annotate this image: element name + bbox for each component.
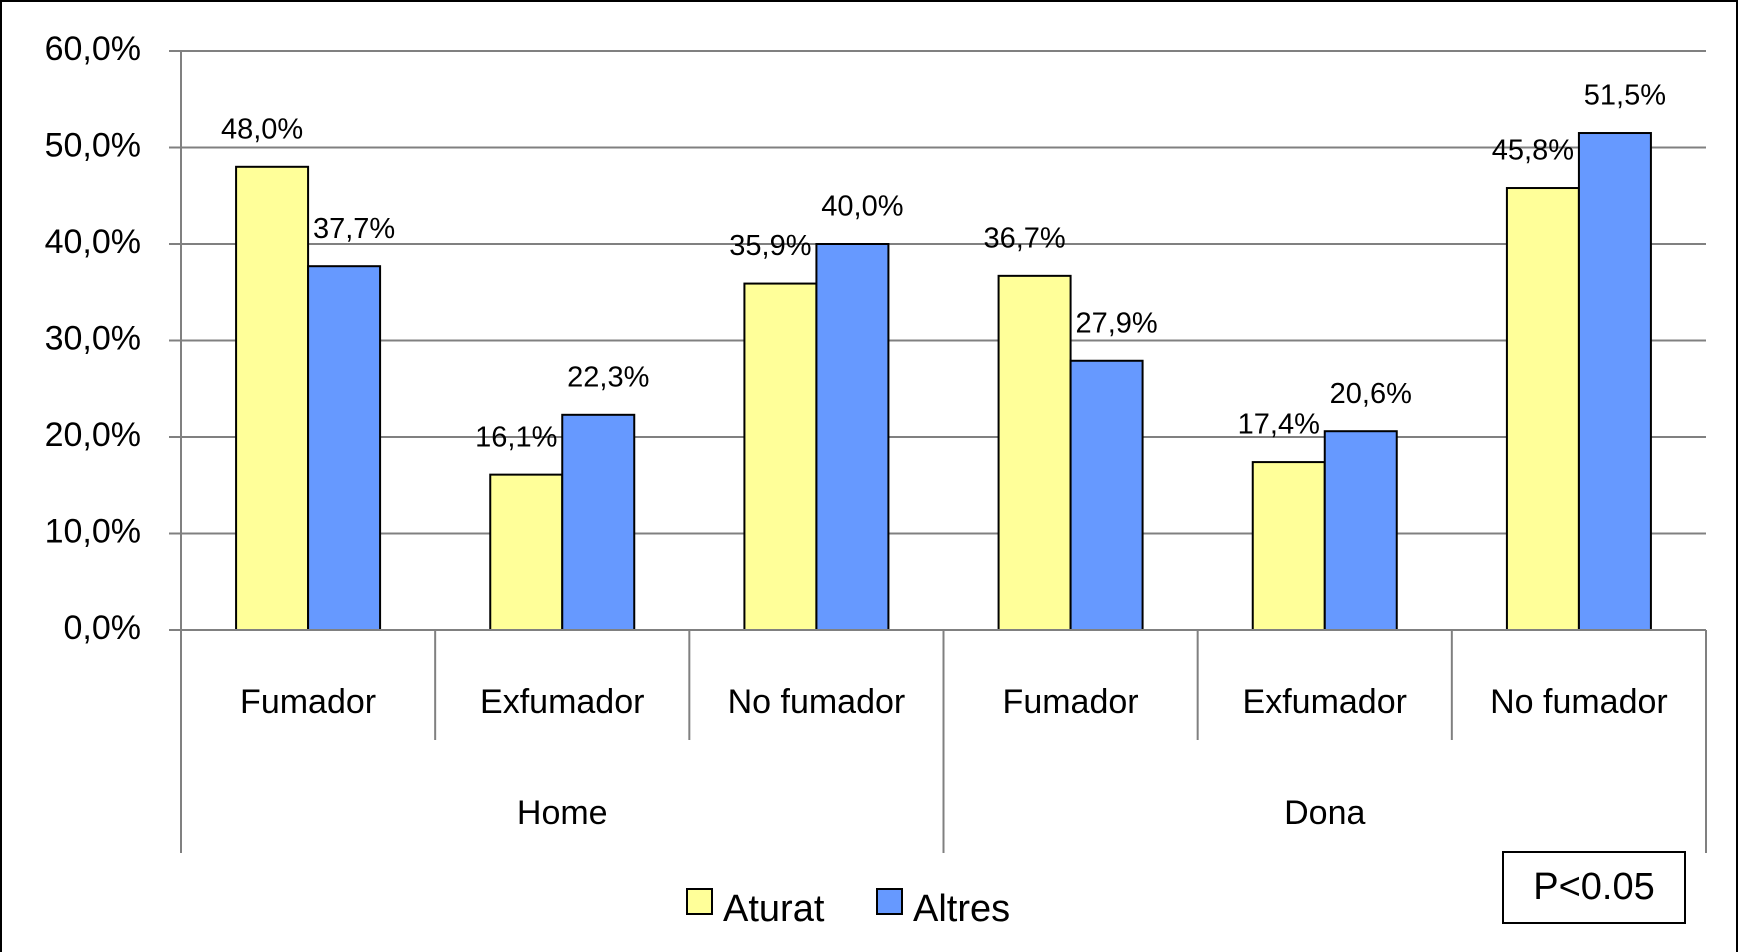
value-label: 51,5% xyxy=(1584,80,1666,112)
bar xyxy=(1251,461,1326,631)
legend-swatch xyxy=(686,888,713,915)
legend-label: Altres xyxy=(913,888,1010,930)
group-label: Home xyxy=(517,794,608,832)
value-label: 36,7% xyxy=(983,223,1065,255)
annotation: P<0.05 xyxy=(1533,866,1655,908)
y-tick-label: 10,0% xyxy=(45,512,141,550)
x-tick-label: No fumador xyxy=(1490,683,1668,721)
value-label: 22,3% xyxy=(567,361,649,393)
bar xyxy=(307,265,382,631)
value-label: 16,1% xyxy=(475,421,557,453)
y-tick-label: 40,0% xyxy=(45,223,141,261)
y-tick-label: 30,0% xyxy=(45,319,141,357)
y-tick-label: 50,0% xyxy=(45,126,141,164)
value-label: 17,4% xyxy=(1238,409,1320,441)
bar xyxy=(235,165,310,632)
bar xyxy=(743,282,818,631)
x-tick-label: Exfumador xyxy=(1243,683,1407,721)
value-label: 40,0% xyxy=(821,191,903,223)
y-tick-label: 20,0% xyxy=(45,416,141,454)
legend-swatch xyxy=(876,888,903,915)
value-label: 35,9% xyxy=(729,230,811,262)
y-tick-label: 60,0% xyxy=(45,30,141,68)
legend-label: Aturat xyxy=(723,888,825,930)
value-label: 37,7% xyxy=(313,213,395,245)
bar xyxy=(997,274,1072,631)
value-label: 45,8% xyxy=(1492,135,1574,167)
bar xyxy=(489,473,564,632)
x-tick-label: Fumador xyxy=(240,683,376,721)
bar xyxy=(561,413,636,631)
bar xyxy=(1577,132,1652,631)
bar xyxy=(1505,187,1580,631)
x-tick-label: Fumador xyxy=(1003,683,1139,721)
bar xyxy=(815,243,890,631)
value-label: 20,6% xyxy=(1330,378,1412,410)
x-tick-label: Exfumador xyxy=(480,683,644,721)
y-tick-label: 0,0% xyxy=(64,609,142,647)
value-label: 48,0% xyxy=(221,113,303,145)
value-label: 27,9% xyxy=(1075,307,1157,339)
bar xyxy=(1069,359,1144,631)
bar xyxy=(1323,430,1398,631)
group-label: Dona xyxy=(1284,794,1365,832)
x-tick-label: No fumador xyxy=(728,683,906,721)
annotation-box xyxy=(1502,851,1686,924)
